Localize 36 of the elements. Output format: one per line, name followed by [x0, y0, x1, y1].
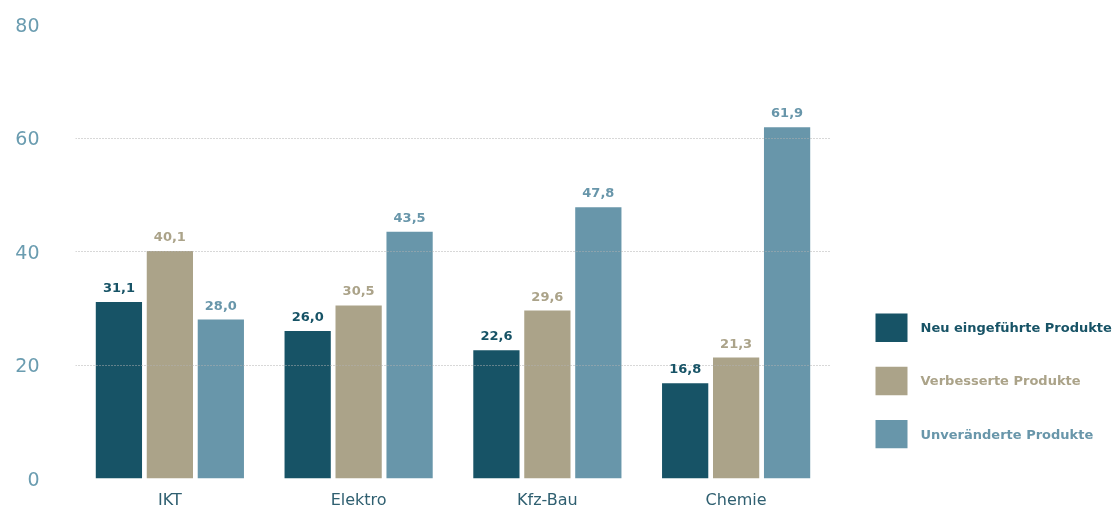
bar: [197, 319, 244, 479]
legend-label: Verbesserte Produkte: [920, 373, 1081, 389]
data-label: 61,9: [771, 105, 804, 121]
legend-label: Unveränderte Produkte: [920, 426, 1094, 442]
bar: [662, 383, 709, 479]
data-label: 30,5: [342, 283, 375, 299]
bar: [524, 310, 571, 479]
x-tick-label: Kfz-Bau: [517, 489, 578, 509]
y-tick-label: 40: [15, 240, 40, 263]
y-tick-label: 0: [27, 467, 40, 490]
data-label: 47,8: [582, 185, 615, 201]
data-label: 29,6: [531, 288, 564, 304]
data-label: 16,8: [669, 361, 702, 377]
data-label: 21,3: [720, 335, 753, 351]
y-tick-label: 20: [15, 354, 40, 376]
x-tick-label: IKT: [158, 489, 182, 509]
x-tick-label: Elektro: [330, 489, 387, 509]
data-label: 40,1: [153, 228, 186, 244]
y-tick-label: 60: [15, 127, 40, 149]
bar: [284, 330, 331, 479]
bar: [575, 207, 622, 479]
x-tick-label: Chemie: [705, 489, 767, 509]
data-label: 28,0: [204, 297, 237, 313]
y-tick-label: 80: [15, 13, 40, 36]
data-label: 26,0: [291, 308, 324, 324]
bar: [95, 302, 143, 479]
legend-label: Neu eingeführte Produkte: [920, 320, 1112, 336]
data-label: 43,5: [393, 209, 426, 225]
bar: [473, 350, 520, 479]
data-label: 22,6: [480, 328, 513, 344]
bar: [146, 250, 193, 479]
bar: [335, 305, 382, 479]
bar: [386, 231, 433, 479]
bar: [763, 127, 811, 479]
bar: [713, 357, 760, 479]
data-label: 31,1: [102, 280, 135, 296]
